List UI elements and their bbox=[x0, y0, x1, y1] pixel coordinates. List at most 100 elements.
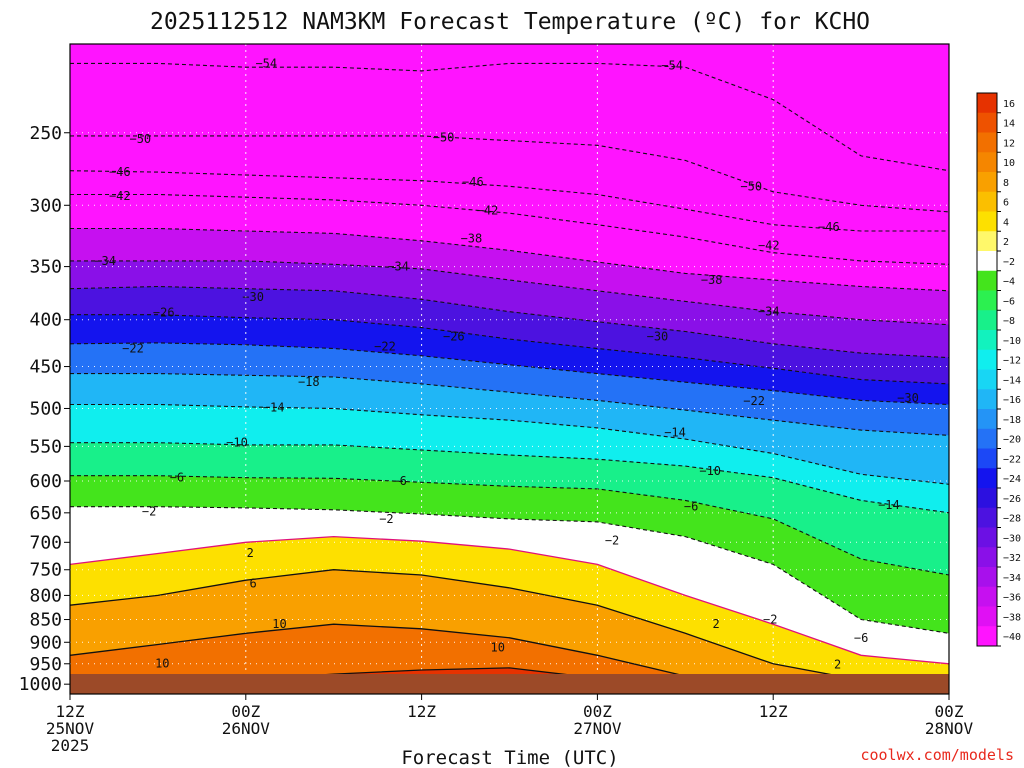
colorbar-swatch bbox=[977, 330, 997, 351]
chart-title: 2025112512 NAM3KM Forecast Temperature (… bbox=[150, 9, 870, 35]
colorbar-swatch bbox=[977, 112, 997, 133]
contour-label: −30 bbox=[647, 329, 669, 343]
isotherm-2 bbox=[70, 535, 949, 665]
contour-label: −54 bbox=[255, 56, 277, 70]
x-tick-label: 12Z bbox=[407, 702, 436, 721]
colorbar-tick-label: −2 bbox=[1003, 257, 1015, 268]
colorbar-swatch bbox=[977, 547, 997, 568]
colorbar-tick-label: −26 bbox=[1003, 494, 1021, 505]
colorbar-tick-label: −34 bbox=[1003, 573, 1021, 584]
contour-label: 2 bbox=[834, 658, 841, 672]
isotherm-m14 bbox=[70, 403, 949, 485]
colorbar-swatch bbox=[977, 626, 997, 647]
y-tick-label: 450 bbox=[29, 357, 62, 378]
colorbar-tick-label: 6 bbox=[1003, 198, 1009, 209]
y-tick-label: 750 bbox=[29, 560, 62, 581]
contour-label: −22 bbox=[374, 340, 396, 354]
contour-labels: −54 −54 −50 −50 −50 −46 −46 −46 −42 −42 −42 −38 −38 −… bbox=[94, 56, 919, 671]
x-axis-title: Forecast Time (UTC) bbox=[401, 747, 618, 768]
colorbar-tick-label: −40 bbox=[1003, 632, 1021, 643]
colorbar-swatch bbox=[977, 606, 997, 627]
contour-label: −54 bbox=[661, 58, 683, 72]
x-tick-label: 2025 bbox=[51, 736, 90, 755]
x-tick-label: 25NOV bbox=[46, 719, 95, 738]
colorbar-tick-label: −16 bbox=[1003, 395, 1021, 406]
contour-label: −18 bbox=[298, 375, 320, 389]
contour-label: 10 bbox=[491, 641, 505, 655]
colorbar-legend: 16 14 12 10 8 6 4 2 −2 −4 −6 −8 −10 −12 −14 −16 −18 −20 −2… bbox=[976, 92, 1021, 647]
y-tick-label: 800 bbox=[29, 585, 62, 606]
colorbar-tick-label: 12 bbox=[1003, 138, 1015, 149]
contour-label: 2 bbox=[712, 617, 719, 631]
colorbar-swatch bbox=[977, 586, 997, 607]
colorbar-tick-label: −38 bbox=[1003, 612, 1021, 623]
temperature-bands bbox=[70, 63, 949, 674]
colorbar-swatch bbox=[977, 191, 997, 212]
x-tick-label: 28NOV bbox=[925, 719, 974, 738]
isotherm-6 bbox=[70, 569, 832, 674]
colorbar-swatch bbox=[977, 172, 997, 193]
isotherm-14 bbox=[325, 667, 568, 674]
grid-lines bbox=[70, 44, 949, 674]
isotherm-m46 bbox=[70, 170, 949, 232]
isotherm-m42 bbox=[70, 193, 949, 265]
colorbar-tick-label: −18 bbox=[1003, 415, 1021, 426]
colorbar-tick-label: 2 bbox=[1003, 237, 1009, 248]
contour-label: −22 bbox=[743, 394, 765, 408]
ground-below-surface bbox=[70, 674, 949, 694]
credit-text: coolwx.com/models bbox=[860, 746, 1014, 764]
y-tick-label: 1000 bbox=[19, 674, 62, 695]
contour-label: −10 bbox=[699, 464, 721, 478]
y-tick-label: 500 bbox=[29, 398, 62, 419]
contour-label: −30 bbox=[897, 391, 919, 405]
y-tick-label: 550 bbox=[29, 436, 62, 457]
colorbar-swatch bbox=[977, 389, 997, 410]
y-tick-label: 650 bbox=[29, 503, 62, 524]
contour-label: −6 bbox=[170, 471, 184, 485]
y-tick-label: 950 bbox=[29, 654, 62, 675]
contour-label: −14 bbox=[263, 401, 285, 415]
contour-label: −2 bbox=[142, 505, 156, 519]
x-tick-label: 00Z bbox=[583, 702, 612, 721]
colorbar-tick-label: −22 bbox=[1003, 454, 1021, 465]
isotherm-m54 bbox=[70, 62, 949, 172]
colorbar-swatch bbox=[977, 231, 997, 252]
colorbar-swatch bbox=[977, 290, 997, 311]
x-tick-label: 12Z bbox=[56, 702, 85, 721]
colorbar-tick-label: −20 bbox=[1003, 435, 1021, 446]
colorbar-swatch bbox=[977, 93, 997, 114]
y-tick-label: 350 bbox=[29, 257, 62, 278]
contour-label: −2 bbox=[605, 534, 619, 548]
contour-label: 2 bbox=[247, 546, 254, 560]
x-tick-label: 00Z bbox=[935, 702, 964, 721]
isotherm-m30 bbox=[70, 285, 949, 359]
y-tick-label: 300 bbox=[29, 195, 62, 216]
contour-label: 10 bbox=[155, 656, 169, 670]
y-tick-label: 900 bbox=[29, 632, 62, 653]
contour-label: −2 bbox=[379, 512, 393, 526]
contour-label: −42 bbox=[109, 189, 131, 203]
colorbar-tick-label: 8 bbox=[1003, 178, 1009, 189]
contour-label: −26 bbox=[443, 329, 465, 343]
colorbar-swatch bbox=[977, 132, 997, 153]
contour-label: −34 bbox=[387, 260, 409, 274]
contour-label: −26 bbox=[153, 306, 175, 320]
colorbar-swatch bbox=[977, 270, 997, 291]
contour-label: −6 bbox=[684, 500, 698, 514]
colorbar-tick-label: −10 bbox=[1003, 336, 1021, 347]
colorbar-tick-label: −24 bbox=[1003, 474, 1021, 485]
colorbar-tick-label: −30 bbox=[1003, 533, 1021, 544]
colorbar-swatch bbox=[977, 310, 997, 331]
colorbar-tick-label: 14 bbox=[1003, 119, 1015, 130]
contour-label: −2 bbox=[763, 613, 777, 627]
y-axis: 2503003504004505005506006507007508008509… bbox=[19, 123, 70, 695]
isotherm-m38 bbox=[70, 227, 949, 292]
colorbar-swatch bbox=[977, 468, 997, 489]
contour-label: −22 bbox=[122, 341, 144, 355]
colorbar-tick-label: −14 bbox=[1003, 375, 1021, 386]
isotherm-m34 bbox=[70, 260, 949, 326]
contour-label: −34 bbox=[94, 254, 116, 268]
colorbar-tick-label: 4 bbox=[1003, 217, 1009, 228]
